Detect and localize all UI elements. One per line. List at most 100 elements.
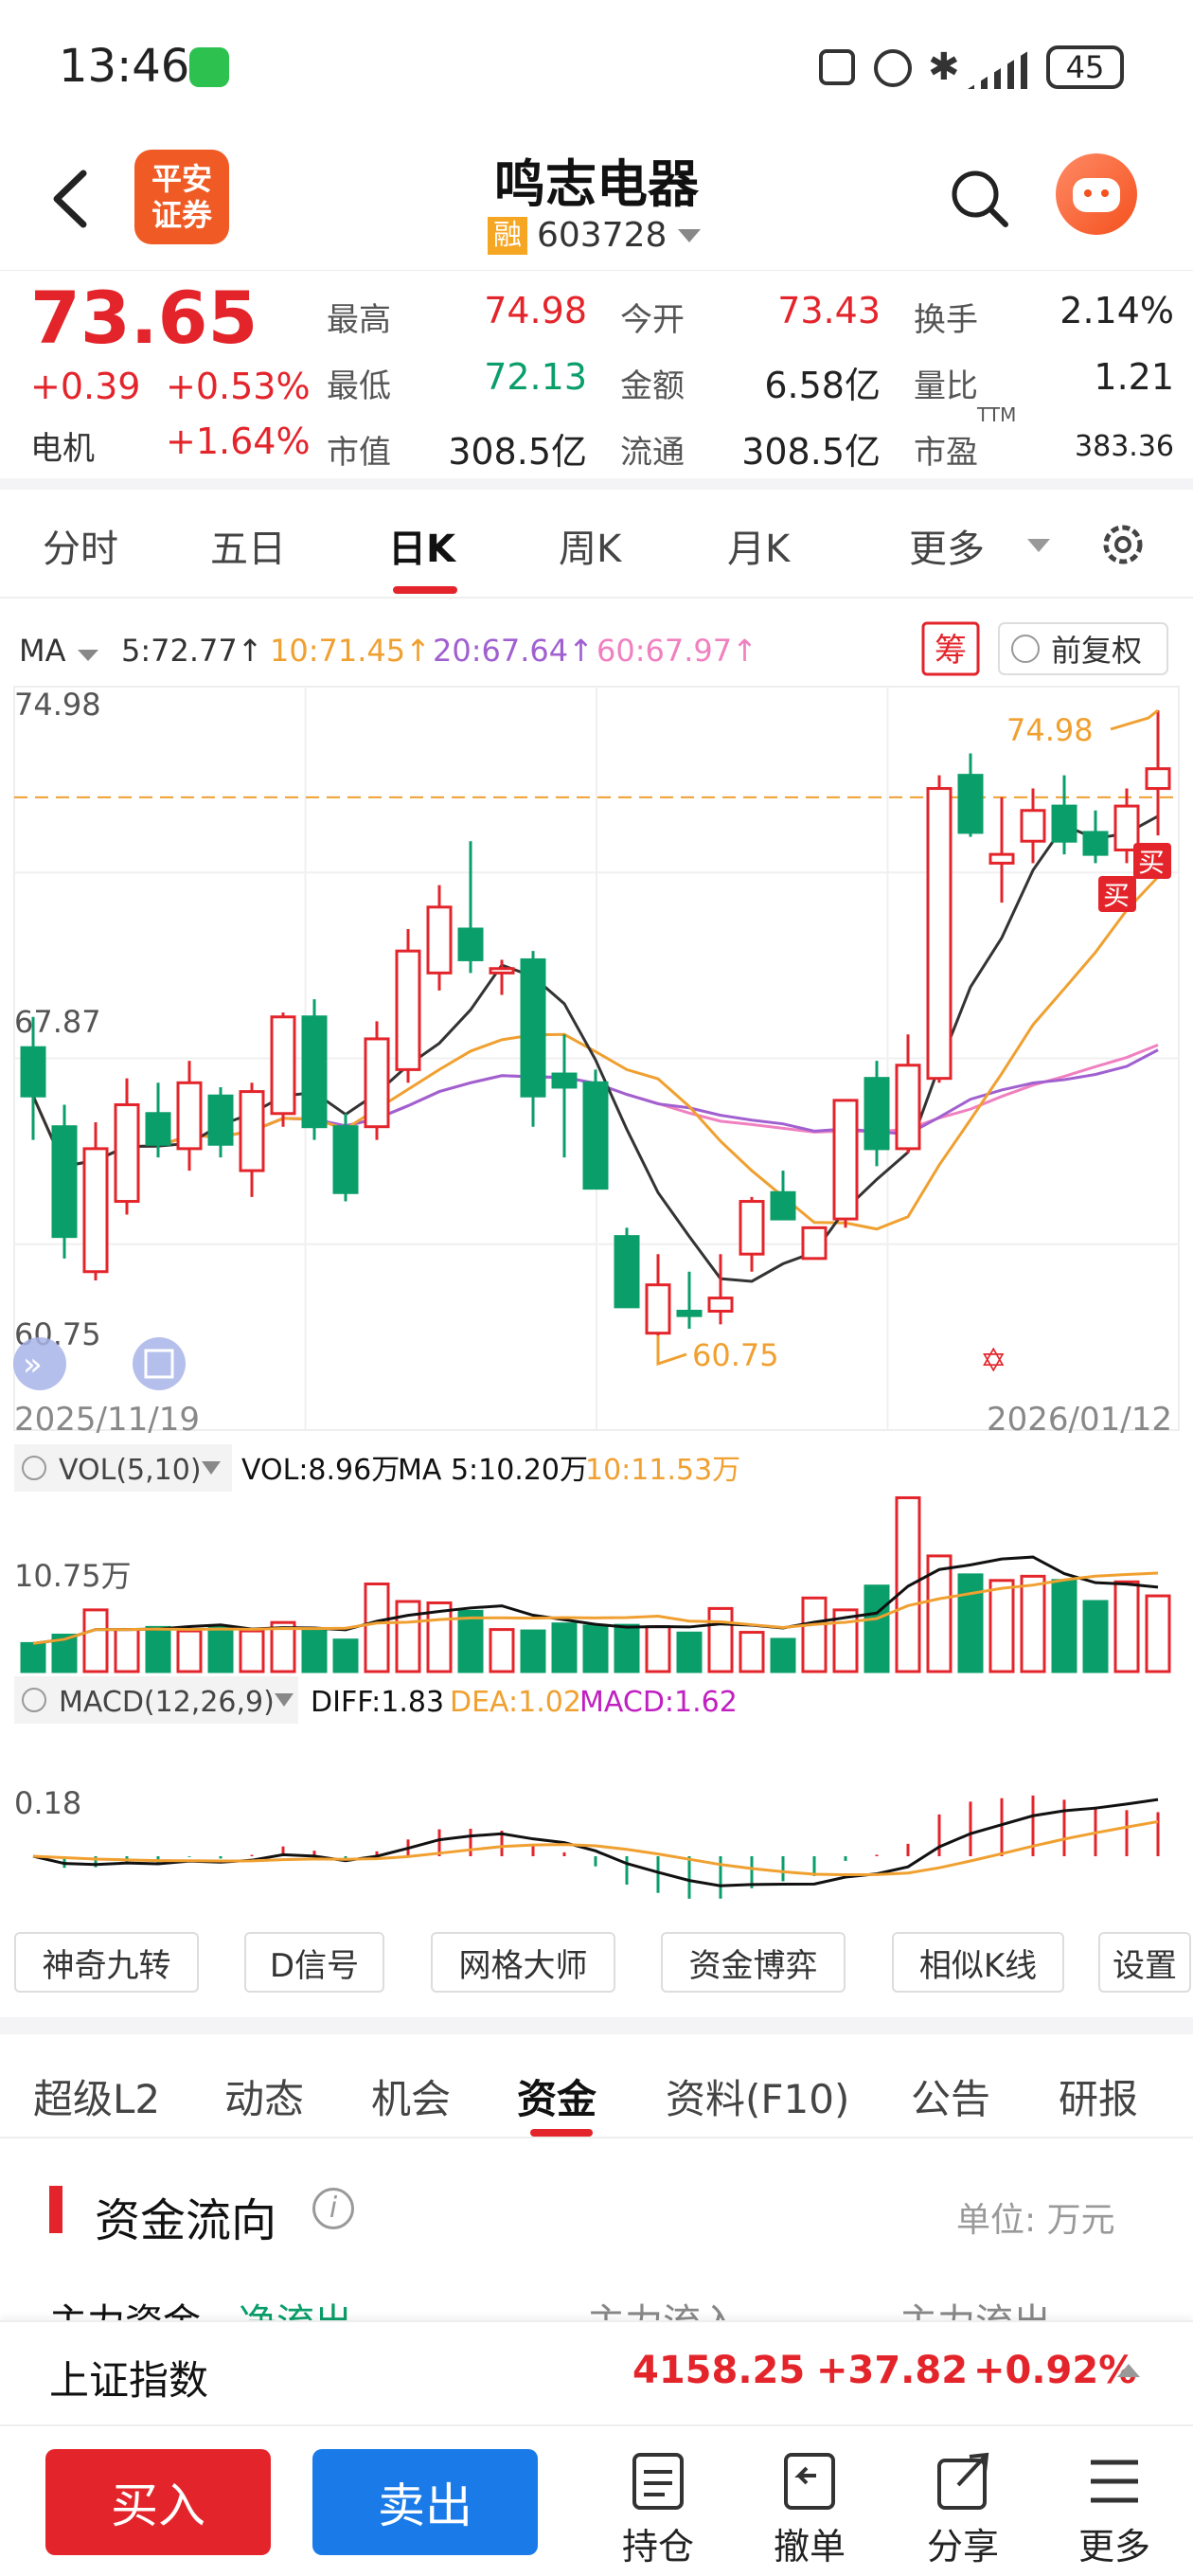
more-button[interactable]: 更多 [1062,2447,1166,2570]
volume-bar [1145,1594,1171,1673]
buy-signal-tag[interactable] [1098,876,1136,912]
volume-bar [1082,1600,1109,1673]
tool-fund-game[interactable]: 资金博弈 [661,1932,846,1993]
divider [0,2017,1193,2034]
tool-d-signal[interactable]: D信号 [244,1932,384,1993]
candle [707,1254,734,1325]
candle-body [832,1099,859,1221]
candle [957,753,984,837]
candle-body [270,1015,296,1116]
buy-button[interactable]: 买入 [45,2449,271,2555]
candle [82,1122,109,1281]
tab-monthly-k[interactable]: 月K [727,528,791,571]
candle-body [801,1225,828,1261]
tab-research[interactable]: 研报 [1059,2076,1139,2122]
candle-body [739,1200,765,1256]
tab-daily-k[interactable]: 日K [388,528,455,571]
sector-name[interactable]: 电机 [30,430,95,468]
candle-body [457,927,484,961]
tab-news[interactable]: 动态 [224,2076,305,2122]
tab-announcement[interactable]: 公告 [911,2076,991,2122]
candle [614,1227,640,1309]
price-change: +0.39 [30,366,141,407]
candle-body [114,1103,140,1204]
quote-field-value: 308.5亿 [448,431,587,473]
volume-bar [20,1641,46,1673]
price-axis-label: 67.87 [14,1004,101,1040]
vol-value: VOL:8.96万 [241,1454,400,1487]
info-icon [1011,635,1040,663]
expand-left-icon[interactable] [13,1337,66,1390]
fullscreen-icon[interactable] [133,1337,186,1390]
ma-label[interactable]: MA [19,633,66,669]
quote-field-label: 量比 [914,367,978,405]
candle-body [988,852,1015,865]
caret-down-icon [78,650,98,661]
tab-five-day[interactable]: 五日 [210,528,286,571]
info-icon[interactable]: i [312,2188,354,2229]
tool-settings[interactable]: 设置 [1098,1932,1191,1993]
chip-button-label: 筹 [935,632,967,670]
adjust-button[interactable] [998,622,1168,675]
tool-grid-master[interactable]: 网格大师 [431,1932,615,1993]
index-value: 4158.25 [632,2349,806,2392]
period-tabs: 分时 五日 日K 周K 月K 更多 [0,490,1193,599]
ma20-value: 20:67.64↑ [433,633,594,669]
section-marker [49,2186,62,2233]
candle-body [82,1147,109,1274]
tab-weekly-k[interactable]: 周K [559,528,622,571]
candle-body [864,1077,890,1151]
document-list-icon [632,2453,684,2510]
quote-field-value: 308.5亿 [741,431,881,473]
tool-magic-nine[interactable]: 神奇九转 [14,1932,199,1993]
share-button[interactable]: 分享 [911,2447,1015,2570]
macd-indicator-select[interactable] [14,1676,298,1724]
volume-bar [395,1600,421,1673]
cancel-order-button[interactable]: 撤单 [757,2447,862,2570]
stock-code-row[interactable]: 融 603728 [488,216,702,255]
candle [1051,775,1077,855]
quote-field-label: 今开 [620,301,685,339]
tool-similar-kline[interactable]: 相似K线 [892,1932,1064,1993]
high-price-marker: 74.98 [1006,712,1094,748]
gear-icon[interactable] [1096,518,1149,571]
current-price: 73.65 [30,276,258,360]
index-change: +37.82 [816,2349,969,2392]
event-star-icon[interactable]: ✡ [980,1342,1007,1380]
buy-signal-tag[interactable] [1133,843,1171,879]
search-icon[interactable] [947,166,1013,232]
wechat-icon [189,47,229,87]
macd-axis-label: 0.18 [14,1785,81,1821]
chip-distribution-button[interactable] [921,621,980,676]
quote-field-label: 最高 [327,301,391,339]
tab-capital[interactable]: 资金 [517,2076,597,2122]
candle [801,1225,828,1261]
more-label: 更多 [1077,2526,1150,2567]
tab-super-l2[interactable]: 超级L2 [33,2076,161,2122]
tab-more[interactable]: 更多 [909,528,985,571]
caret-up-icon[interactable] [1117,2364,1140,2377]
info-icon [22,1688,46,1712]
unit-label: 单位: 万元 [956,2201,1115,2240]
active-tab-indicator [393,586,457,594]
kline-chart[interactable]: MA 5:72.77↑ 10:71.45↑ 20:67.64↑ 60:67.97… [0,606,1193,1923]
chevron-left-icon[interactable] [45,166,93,232]
volume-bar [801,1596,828,1673]
candle [145,1082,171,1158]
tab-intraday[interactable]: 分时 [43,528,118,571]
candle-body [770,1190,796,1221]
chat-bot-icon[interactable] [1056,153,1137,235]
quote-field-label: 市值 [327,434,391,472]
candle [645,1254,671,1335]
candle-body [332,1125,359,1194]
quote-field-value: 72.13 [484,356,587,398]
volume-bar [582,1624,609,1673]
vol-indicator-select[interactable] [14,1444,232,1492]
tab-opportunity[interactable]: 机会 [371,2076,452,2122]
candle [864,1061,890,1167]
vol-indicator-label: VOL(5,10) [59,1454,202,1487]
positions-button[interactable]: 持仓 [606,2447,710,2570]
index-ticker-bar[interactable]: 上证指数 4158.25 +37.82 +0.92% [0,2320,1193,2424]
sell-button[interactable]: 卖出 [312,2449,538,2555]
tab-f10[interactable]: 资料(F10) [666,2076,850,2122]
